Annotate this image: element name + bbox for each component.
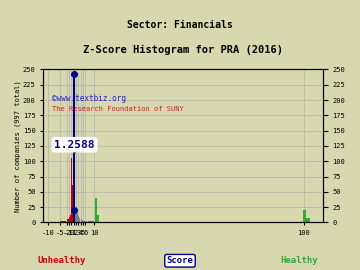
Bar: [303, 210, 306, 222]
Text: 1.2588: 1.2588: [54, 140, 95, 150]
Bar: [62, 221, 64, 222]
Bar: [73, 190, 74, 222]
Bar: [76, 211, 77, 222]
Bar: [83, 220, 84, 222]
Text: Unhealthy: Unhealthy: [37, 256, 85, 265]
Y-axis label: Number of companies (997 total): Number of companies (997 total): [15, 80, 22, 212]
Bar: [86, 221, 87, 222]
Bar: [97, 214, 99, 222]
Text: The Research Foundation of SUNY: The Research Foundation of SUNY: [51, 106, 183, 112]
Bar: [71, 158, 72, 222]
Bar: [67, 220, 68, 222]
Bar: [69, 217, 70, 222]
Text: Healthy: Healthy: [280, 256, 318, 265]
Bar: [95, 198, 97, 222]
Bar: [70, 215, 71, 222]
Bar: [79, 218, 80, 222]
Bar: [75, 210, 76, 222]
Bar: [80, 218, 81, 222]
Bar: [74, 193, 75, 222]
Bar: [306, 218, 310, 222]
Text: Score: Score: [167, 256, 193, 265]
Bar: [85, 221, 86, 222]
Bar: [60, 221, 62, 222]
Bar: [91, 221, 92, 222]
Text: ©www.textbiz.org: ©www.textbiz.org: [51, 94, 126, 103]
Bar: [72, 184, 73, 222]
Bar: [87, 221, 89, 222]
Bar: [68, 220, 69, 222]
Bar: [90, 221, 91, 222]
Title: Z-Score Histogram for PRA (2016): Z-Score Histogram for PRA (2016): [83, 45, 283, 55]
Bar: [93, 221, 94, 222]
Bar: [92, 221, 93, 222]
Bar: [78, 216, 79, 222]
Text: Sector: Financials: Sector: Financials: [127, 20, 233, 30]
Bar: [64, 221, 67, 222]
Bar: [89, 221, 90, 222]
Bar: [84, 221, 85, 222]
Bar: [81, 220, 82, 222]
Bar: [82, 220, 83, 222]
